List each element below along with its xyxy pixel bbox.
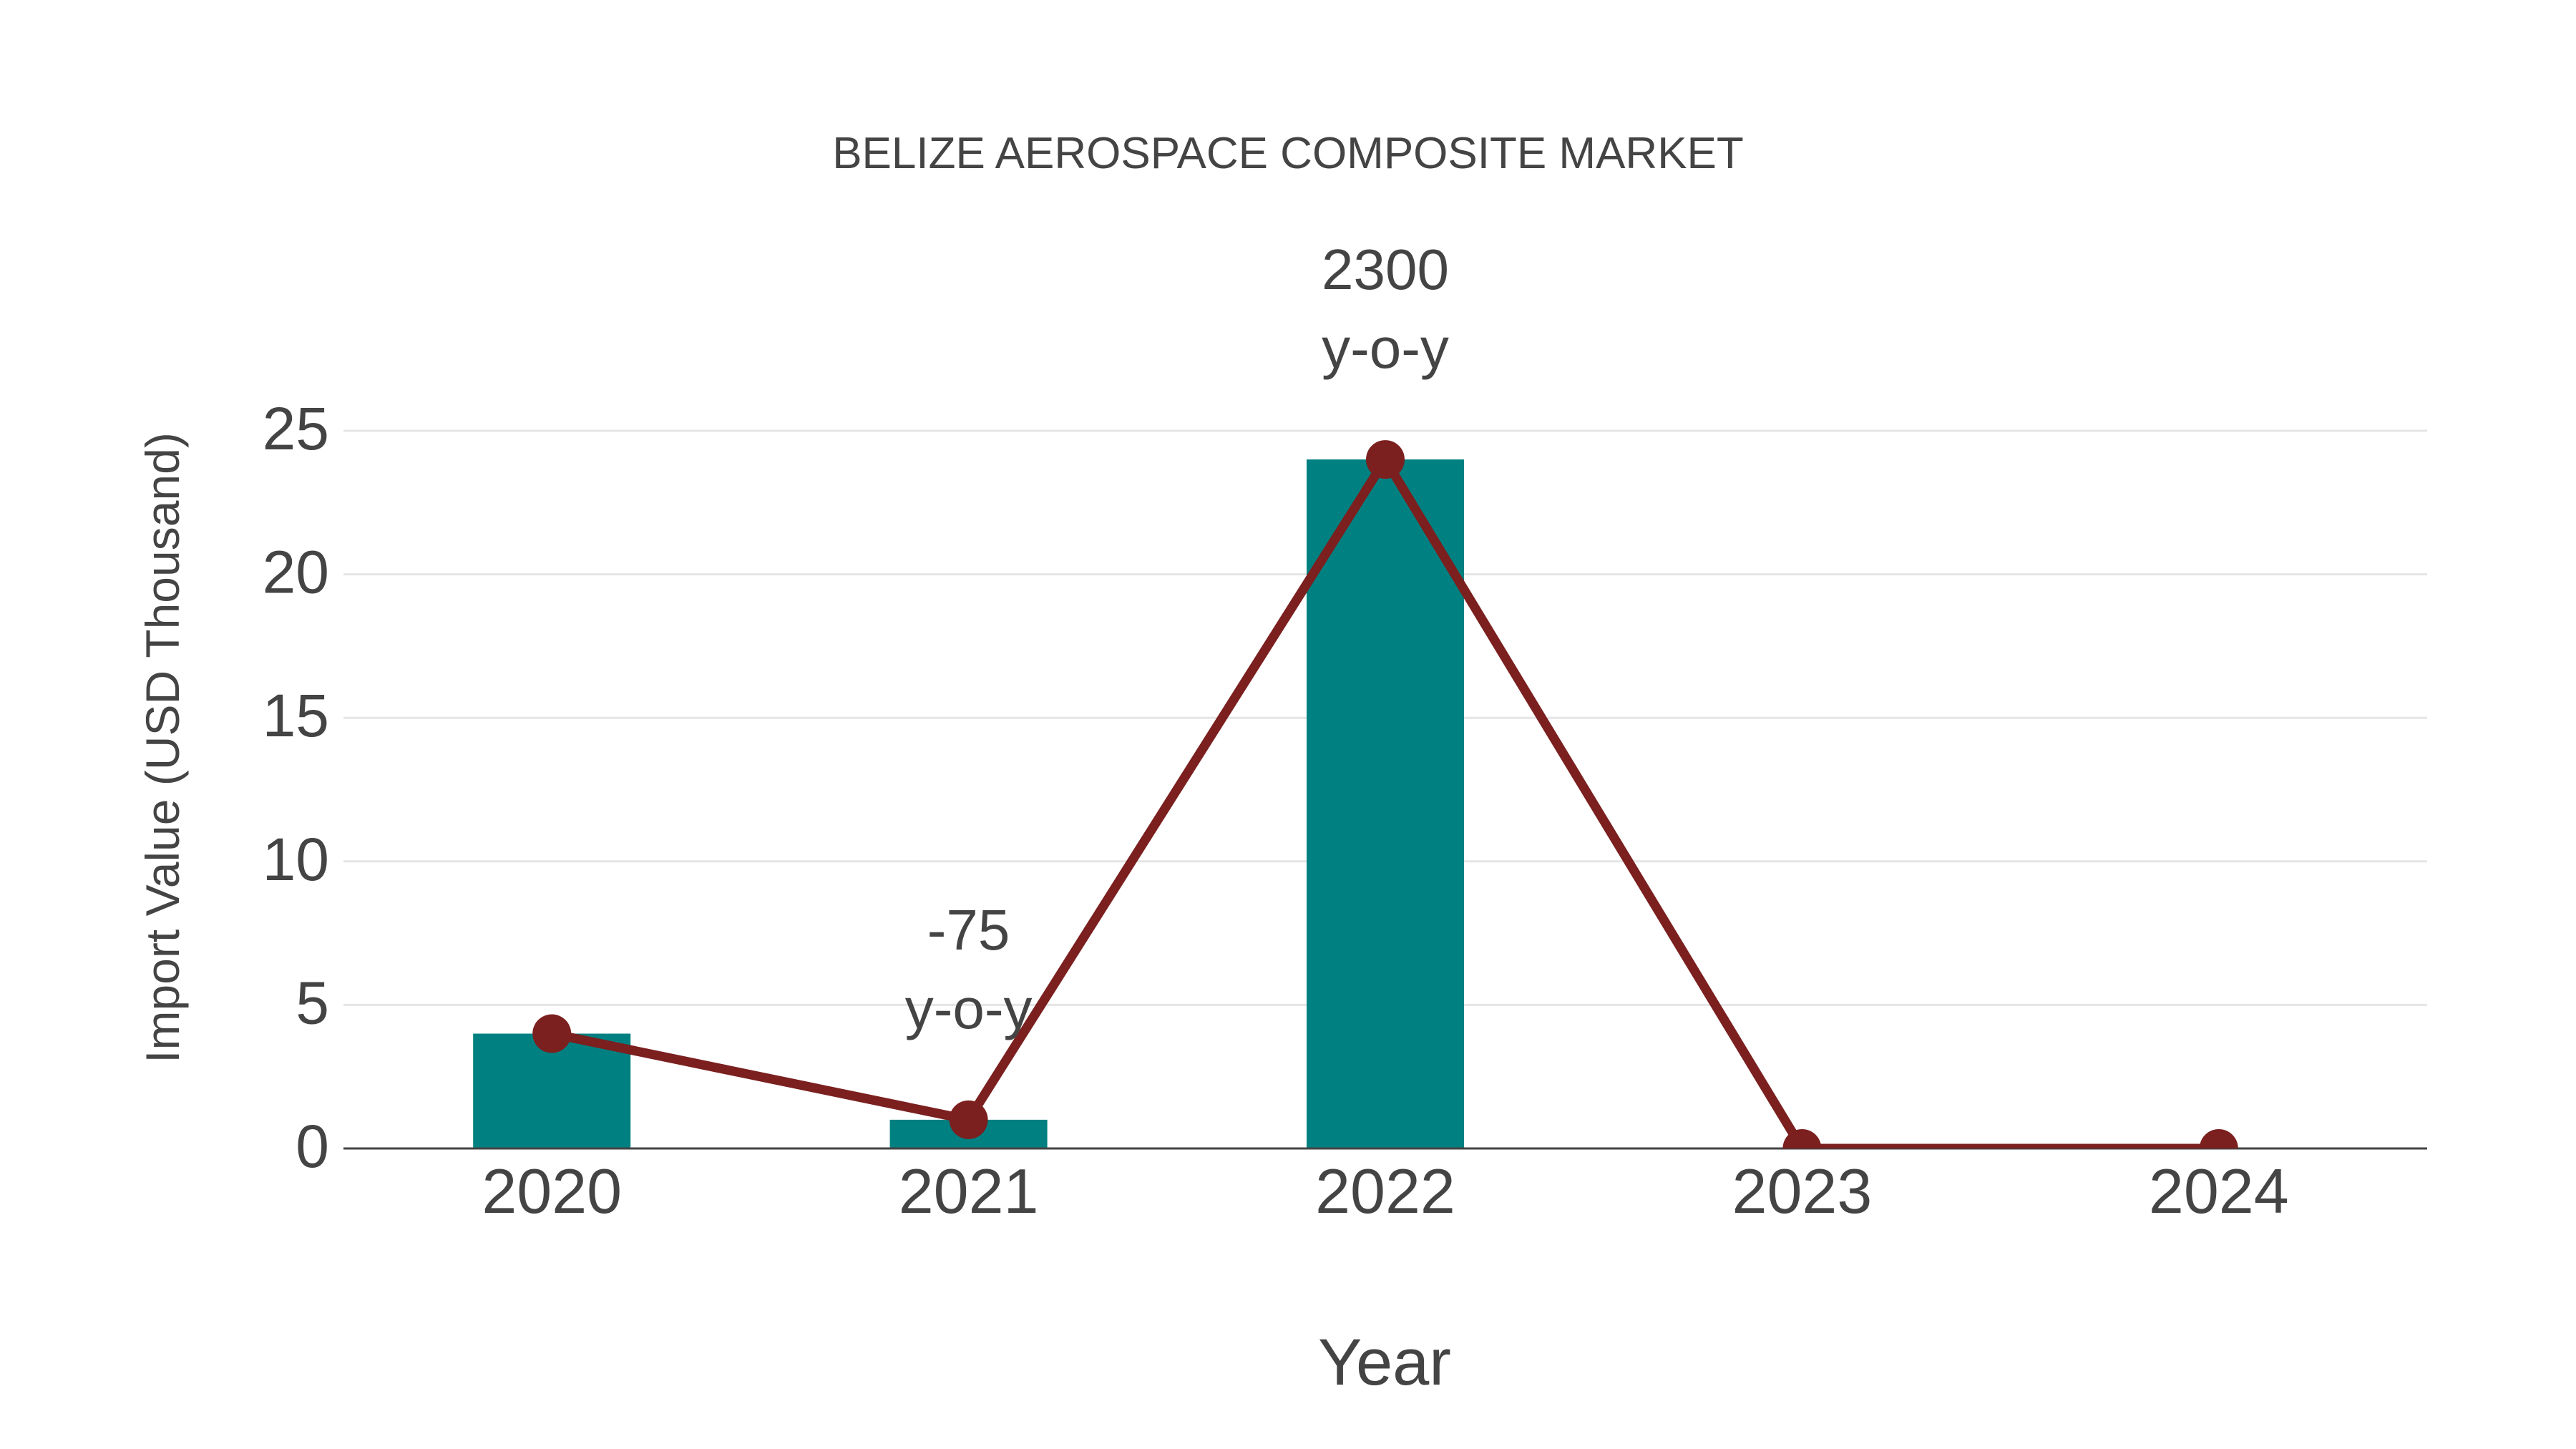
- y-tick-label: 20: [263, 539, 329, 606]
- yoy-value: -75: [927, 898, 1010, 962]
- data-point-2022: [1366, 440, 1405, 479]
- x-tick-label: 2023: [1732, 1156, 1873, 1226]
- y-axis-ticks: 0 5 10 15 20 25: [263, 395, 329, 1180]
- y-axis-title: Import Value (USD Thousand): [136, 432, 189, 1063]
- data-point-2023: [1782, 1129, 1822, 1148]
- x-axis-ticks: 2020 2021 2022 2023 2024: [482, 1156, 2288, 1226]
- y-tick-label: 5: [296, 969, 329, 1036]
- yoy-value: 2300: [1322, 238, 1449, 301]
- x-tick-label: 2022: [1315, 1156, 1455, 1226]
- x-tick-label: 2020: [482, 1156, 622, 1226]
- yoy-annotations: -75 y-o-y 2300 y-o-y: [905, 238, 1449, 1040]
- data-point-2024: [2199, 1129, 2238, 1148]
- x-axis-title: Year: [1318, 1326, 1451, 1399]
- x-tick-label: 2024: [2149, 1156, 2289, 1226]
- yoy-label: y-o-y: [1322, 316, 1449, 380]
- data-point-2021: [949, 1100, 988, 1139]
- data-point-2020: [532, 1014, 572, 1053]
- yoy-label: y-o-y: [905, 977, 1033, 1040]
- bar-2022: [1307, 459, 1464, 1148]
- y-tick-label: 10: [263, 826, 329, 893]
- y-tick-label: 0: [296, 1113, 329, 1180]
- chart-title: BELIZE AEROSPACE COMPOSITE MARKET: [832, 129, 1744, 178]
- bars: [473, 459, 1464, 1148]
- y-tick-label: 25: [263, 395, 329, 462]
- y-tick-label: 15: [263, 682, 329, 749]
- x-tick-label: 2021: [899, 1156, 1039, 1226]
- trend-line: [532, 440, 2238, 1148]
